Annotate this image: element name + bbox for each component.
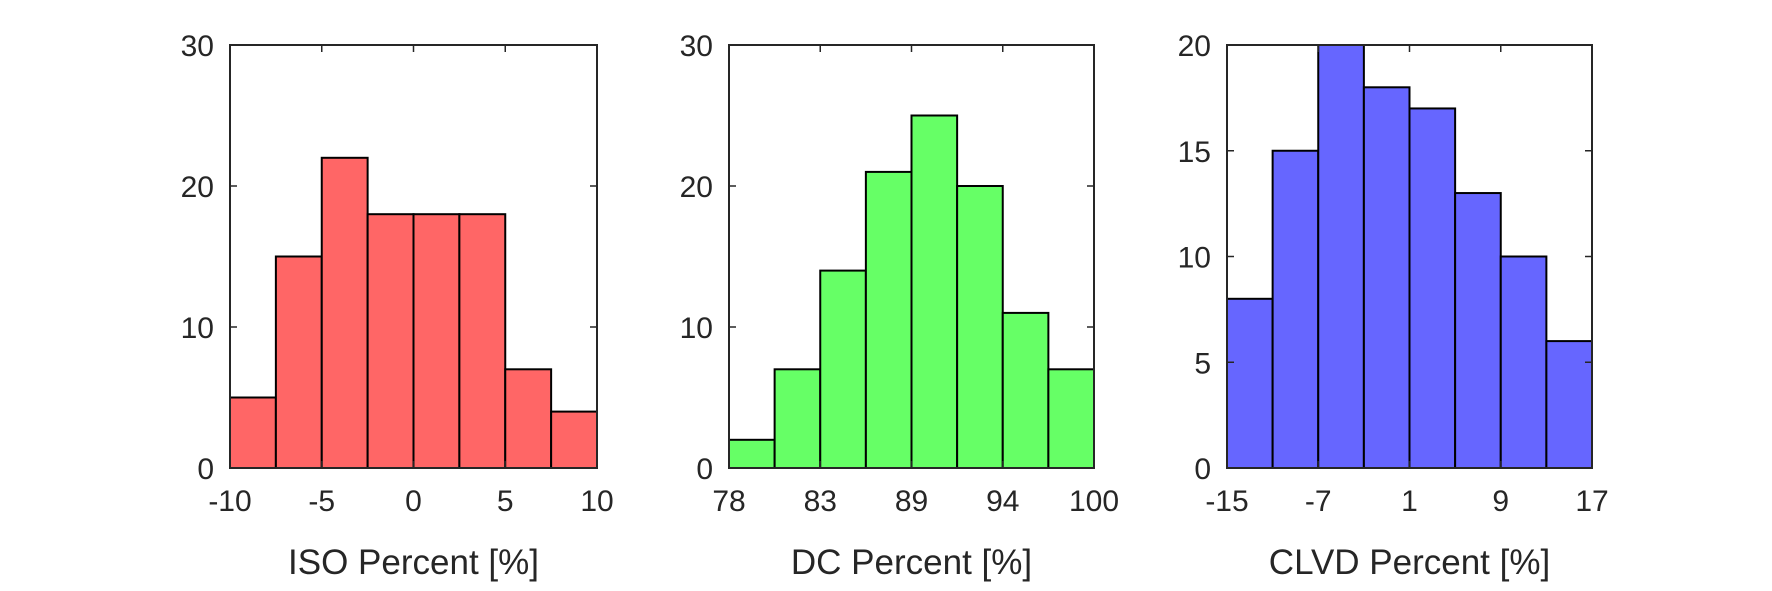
clvd-bar [1545,340,1593,470]
clvd-x-axis-label: CLVD Percent [%] [1269,543,1550,582]
clvd-y-tick-label: 0 [1194,453,1211,486]
dc-bar [1047,368,1095,469]
iso-percent-histogram: -10 -5 0 5 10 0 10 20 30 ISO Percent [%] [181,30,614,582]
iso-bar [412,213,461,469]
dc-bar [728,438,776,469]
iso-y-tick-label: 10 [181,312,214,345]
iso-x-axis-label: ISO Percent [%] [288,543,539,582]
iso-bar [504,368,553,469]
dc-x-tick-label: 100 [1069,485,1119,518]
clvd-bar [1271,149,1320,469]
dc-y-tick-label: 0 [696,453,713,486]
clvd-x-tick-label: -15 [1205,485,1248,518]
clvd-x-tick-label: -7 [1305,485,1332,518]
dc-y-tick-label: 30 [680,30,713,63]
dc-x-axis-label: DC Percent [%] [791,543,1032,582]
clvd-bar [1317,44,1365,469]
iso-bar [229,396,277,469]
iso-x-tick-label: -5 [308,485,335,518]
dc-bar [910,114,959,469]
clvd-percent-histogram: -15 -7 1 9 17 0 5 10 15 20 CLVD Percent [%] [1178,30,1609,582]
iso-bar [550,410,598,470]
dc-bar [773,368,822,469]
dc-x-tick-label: 94 [986,485,1019,518]
clvd-bar [1408,107,1457,469]
clvd-y-tick-label: 5 [1194,347,1211,380]
clvd-x-tick-label: 17 [1575,485,1608,518]
iso-bar [458,213,507,469]
iso-x-tick-label: 0 [405,485,422,518]
iso-y-tick-label: 30 [181,30,214,63]
iso-bar [320,156,369,470]
dc-bar [819,269,867,469]
iso-x-tick-label: 5 [497,485,514,518]
clvd-bar [1362,86,1411,470]
clvd-bar [1226,297,1274,469]
dc-bar [864,170,913,469]
clvd-y-tick-label: 20 [1178,30,1211,63]
dc-bar [1001,311,1050,469]
iso-x-tick-label: 10 [580,485,613,518]
clvd-bar [1499,255,1548,469]
clvd-x-tick-label: 9 [1492,485,1509,518]
dc-x-tick-label: 78 [712,485,745,518]
clvd-y-tick-label: 10 [1178,242,1211,275]
dc-y-tick-label: 10 [680,312,713,345]
iso-y-tick-label: 0 [197,453,214,486]
iso-bar [366,213,415,469]
dc-percent-histogram: 78 83 89 94 100 0 10 20 30 DC Percent [%] [680,30,1119,582]
dc-bar [956,185,1004,469]
iso-bar [274,255,323,469]
clvd-x-tick-label: 1 [1401,485,1418,518]
dc-x-tick-label: 89 [895,485,928,518]
clvd-y-tick-label: 15 [1178,136,1211,169]
dc-x-tick-label: 83 [804,485,837,518]
iso-x-tick-label: -10 [208,485,251,518]
iso-y-tick-label: 20 [181,171,214,204]
dc-y-tick-label: 20 [680,171,713,204]
clvd-bar [1454,192,1502,470]
